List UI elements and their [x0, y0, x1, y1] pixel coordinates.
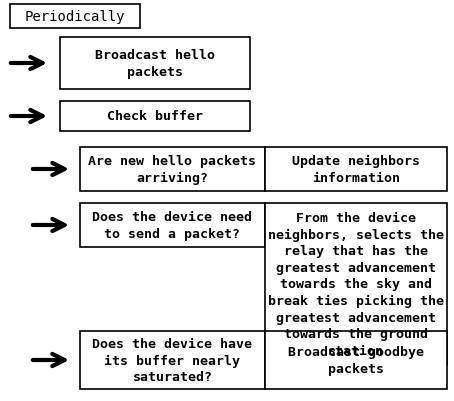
Text: Check buffer: Check buffer — [107, 110, 203, 123]
Bar — [10, 5, 140, 29]
Text: Periodically: Periodically — [25, 10, 125, 24]
Text: Broadcast goodbye
packets: Broadcast goodbye packets — [288, 345, 424, 375]
Text: Update neighbors
information: Update neighbors information — [292, 155, 420, 184]
Bar — [265, 203, 447, 365]
Bar — [265, 331, 447, 389]
Bar — [80, 331, 265, 389]
Bar — [80, 203, 265, 247]
Text: From the device
neighbors, selects the
relay that has the
greatest advancement
t: From the device neighbors, selects the r… — [268, 212, 444, 357]
Bar — [60, 38, 250, 90]
Bar — [265, 148, 447, 192]
Bar — [80, 148, 265, 192]
Text: Are new hello packets
arriving?: Are new hello packets arriving? — [89, 155, 257, 184]
Bar — [60, 102, 250, 132]
Text: Does the device have
its buffer nearly
saturated?: Does the device have its buffer nearly s… — [93, 337, 252, 383]
Text: Broadcast hello
packets: Broadcast hello packets — [95, 49, 215, 79]
Text: Does the device need
to send a packet?: Does the device need to send a packet? — [93, 211, 252, 240]
